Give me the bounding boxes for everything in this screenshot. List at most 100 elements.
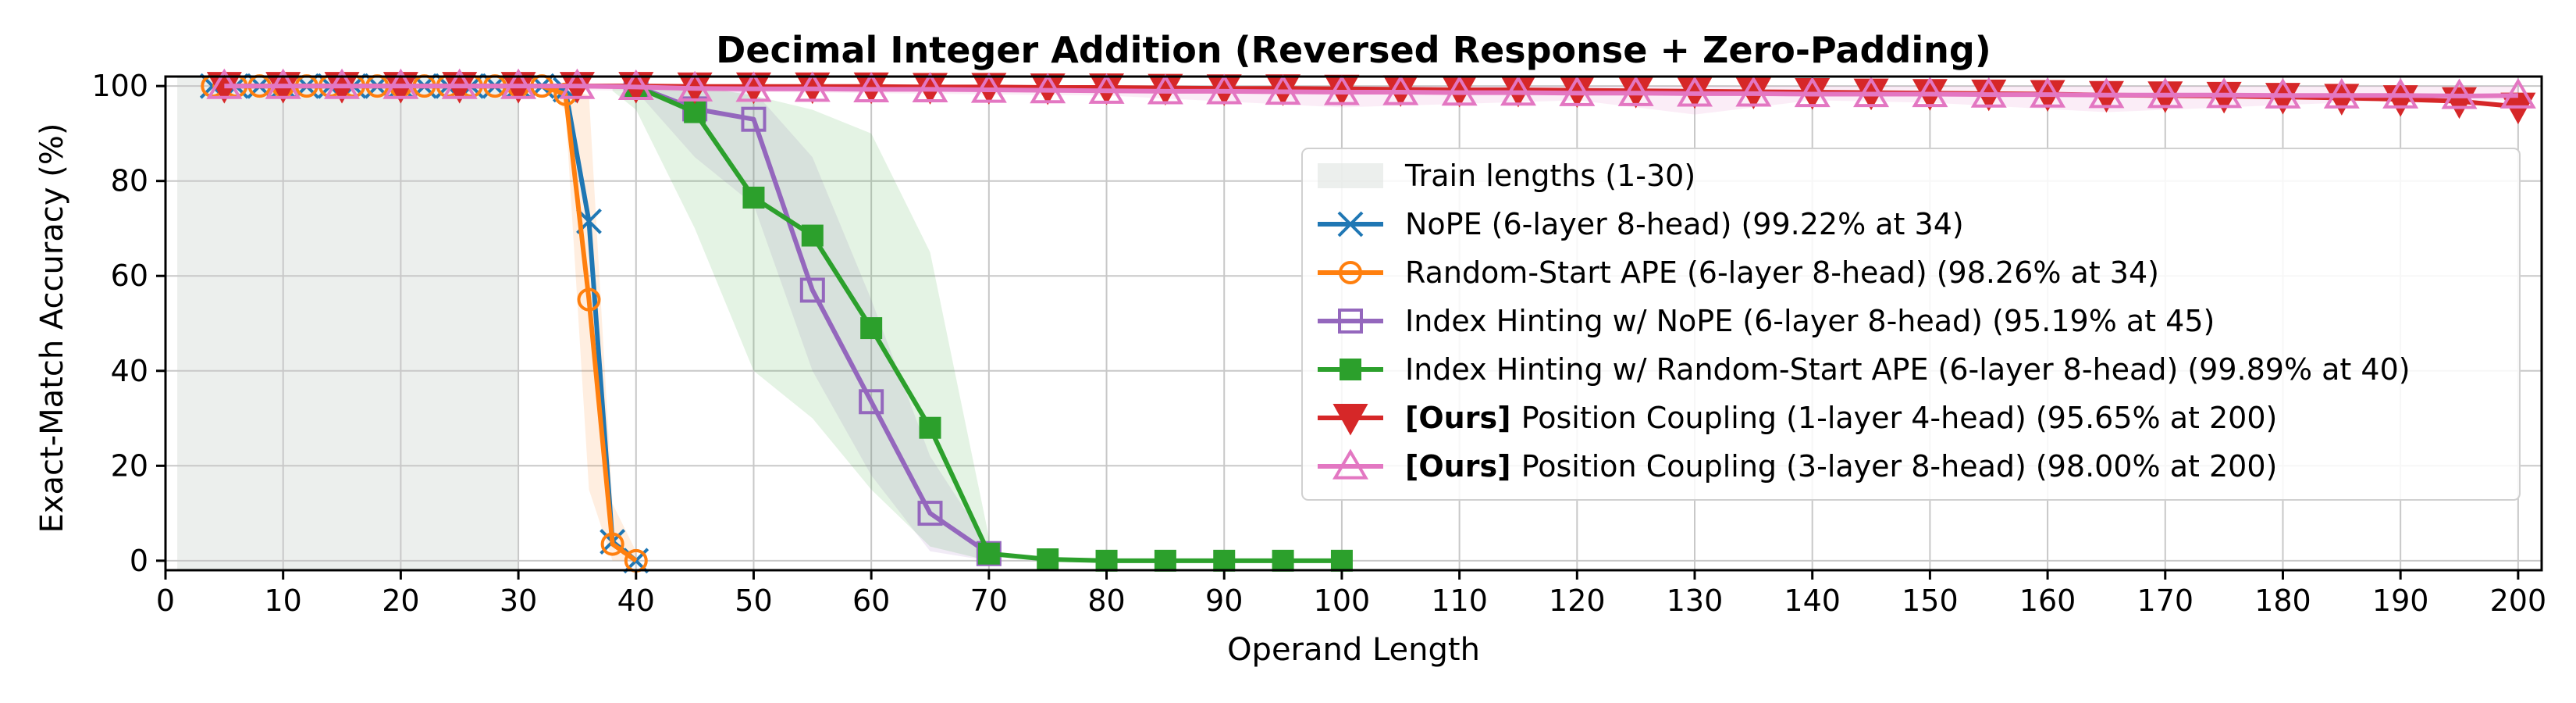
data-point — [742, 186, 765, 209]
data-point — [917, 501, 943, 526]
legend-series-name: Position Coupling (3-layer 8-head) (98.0… — [1521, 449, 2278, 484]
confidence-band-3 — [612, 86, 989, 561]
confidence-band-2 — [635, 86, 989, 561]
data-point — [1853, 77, 1890, 108]
data-point — [1677, 76, 1713, 107]
y-tick-label: 20 — [111, 448, 148, 483]
series-5 — [206, 68, 2536, 109]
y-tick-label: 80 — [111, 164, 148, 198]
legend: Train lengths (1-30) NoPE (6-layer 8-head… — [1301, 148, 2521, 501]
x-tick-label: 180 — [2254, 583, 2311, 618]
data-point — [1441, 75, 1478, 106]
legend-bold-prefix: [Ours] — [1405, 401, 1521, 435]
x-tick-label: 90 — [1205, 583, 1243, 618]
legend-marker-2 — [1338, 309, 1363, 334]
data-point — [559, 68, 596, 99]
y-tick-label: 40 — [111, 354, 148, 388]
data-point — [2088, 77, 2125, 109]
data-point — [500, 68, 537, 99]
data-point — [2382, 77, 2419, 109]
x-tick-label: 50 — [735, 583, 772, 618]
data-point — [859, 389, 884, 415]
legend-marker-1 — [1339, 261, 1362, 284]
x-tick-label: 160 — [2019, 583, 2076, 618]
data-point — [382, 68, 419, 99]
data-point — [1037, 548, 1059, 571]
series-3 — [624, 75, 1353, 572]
x-tick-label: 60 — [852, 583, 890, 618]
data-point — [912, 71, 948, 103]
data-point — [265, 68, 301, 99]
data-point — [2324, 84, 2360, 116]
data-point — [1500, 75, 1536, 106]
data-point — [1970, 77, 2007, 108]
plot-area: 0 10 20 30 40 50 60 70 80 90 100 110 120 130 140 150 160… — [91, 68, 2547, 618]
chart-title: Decimal Integer Addition (Reversed Respo… — [716, 29, 1991, 71]
data-point — [1265, 73, 1301, 105]
data-point — [1912, 77, 1948, 108]
x-tick-label: 40 — [617, 583, 655, 618]
legend-label-5: [Ours] Position Coupling (3-layer 8-head… — [1405, 449, 2277, 484]
x-tick-label: 110 — [1431, 583, 1488, 618]
data-point — [2265, 77, 2301, 109]
data-point — [970, 72, 1007, 103]
legend-marker-5 — [1332, 448, 1368, 480]
data-point — [977, 542, 1000, 565]
x-tick-label: 30 — [500, 583, 537, 618]
legend-series-name: Position Coupling (1-layer 4-head) (95.6… — [1521, 401, 2278, 435]
x-tick-label: 70 — [970, 583, 1008, 618]
data-point — [577, 287, 601, 312]
data-point — [1147, 73, 1183, 105]
data-point — [2323, 77, 2360, 109]
legend-frame — [1301, 148, 2521, 501]
legend-label-0: NoPE (6-layer 8-head) (99.22% at 34) — [1405, 207, 1964, 241]
legend-bold-prefix: [Ours] — [1405, 449, 1521, 484]
data-point — [2441, 78, 2478, 109]
legend-swatch-train-region — [1318, 163, 1383, 188]
data-point — [1154, 549, 1176, 572]
legend-label-4: [Ours] Position Coupling (1-layer 4-head… — [1405, 401, 2277, 435]
data-point — [324, 68, 361, 99]
y-axis-label: Exact-Match Accuracy (%) — [34, 123, 70, 533]
data-point — [600, 532, 624, 556]
data-point — [206, 68, 243, 99]
x-tick-label: 130 — [1667, 583, 1724, 618]
data-point — [2206, 81, 2242, 114]
x-tick-label: 20 — [382, 583, 419, 618]
data-point — [2147, 77, 2183, 109]
data-point — [1735, 76, 1772, 107]
data-point — [617, 69, 654, 100]
data-point — [1794, 77, 1831, 108]
data-point — [441, 68, 478, 99]
data-point — [1095, 549, 1118, 572]
data-point — [1088, 73, 1125, 104]
data-point — [853, 71, 890, 103]
data-point — [1330, 549, 1353, 572]
data-point — [1382, 74, 1419, 105]
data-point — [2206, 77, 2243, 109]
data-point — [741, 106, 767, 132]
data-point — [1272, 549, 1294, 572]
y-tick-label: 0 — [130, 544, 148, 578]
x-axis-label: Operand Length — [1227, 632, 1480, 668]
x-tick-label: 140 — [1784, 583, 1841, 618]
x-tick-label: 0 — [156, 583, 175, 618]
y-tick-label: 60 — [111, 259, 148, 293]
legend-marker-3 — [1340, 359, 1361, 380]
data-point — [919, 416, 941, 439]
x-tick-label: 200 — [2490, 583, 2547, 618]
data-point — [735, 71, 772, 102]
data-point — [684, 101, 706, 123]
data-point — [799, 277, 825, 303]
data-point — [1617, 75, 1654, 106]
legend-marker-0 — [1337, 211, 1364, 237]
data-point — [1206, 73, 1243, 105]
data-point — [1030, 73, 1066, 104]
legend-label-2: Index Hinting w/ NoPE (6-layer 8-head) (… — [1405, 304, 2215, 338]
data-point — [677, 70, 713, 102]
data-point — [1323, 74, 1360, 105]
x-tick-label: 170 — [2137, 583, 2194, 618]
x-tick-label: 80 — [1087, 583, 1125, 618]
data-point — [1559, 75, 1596, 106]
